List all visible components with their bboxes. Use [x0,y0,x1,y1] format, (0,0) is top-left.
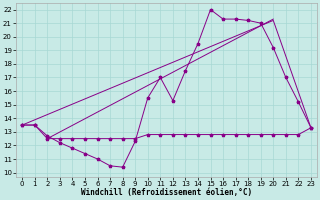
X-axis label: Windchill (Refroidissement éolien,°C): Windchill (Refroidissement éolien,°C) [81,188,252,197]
